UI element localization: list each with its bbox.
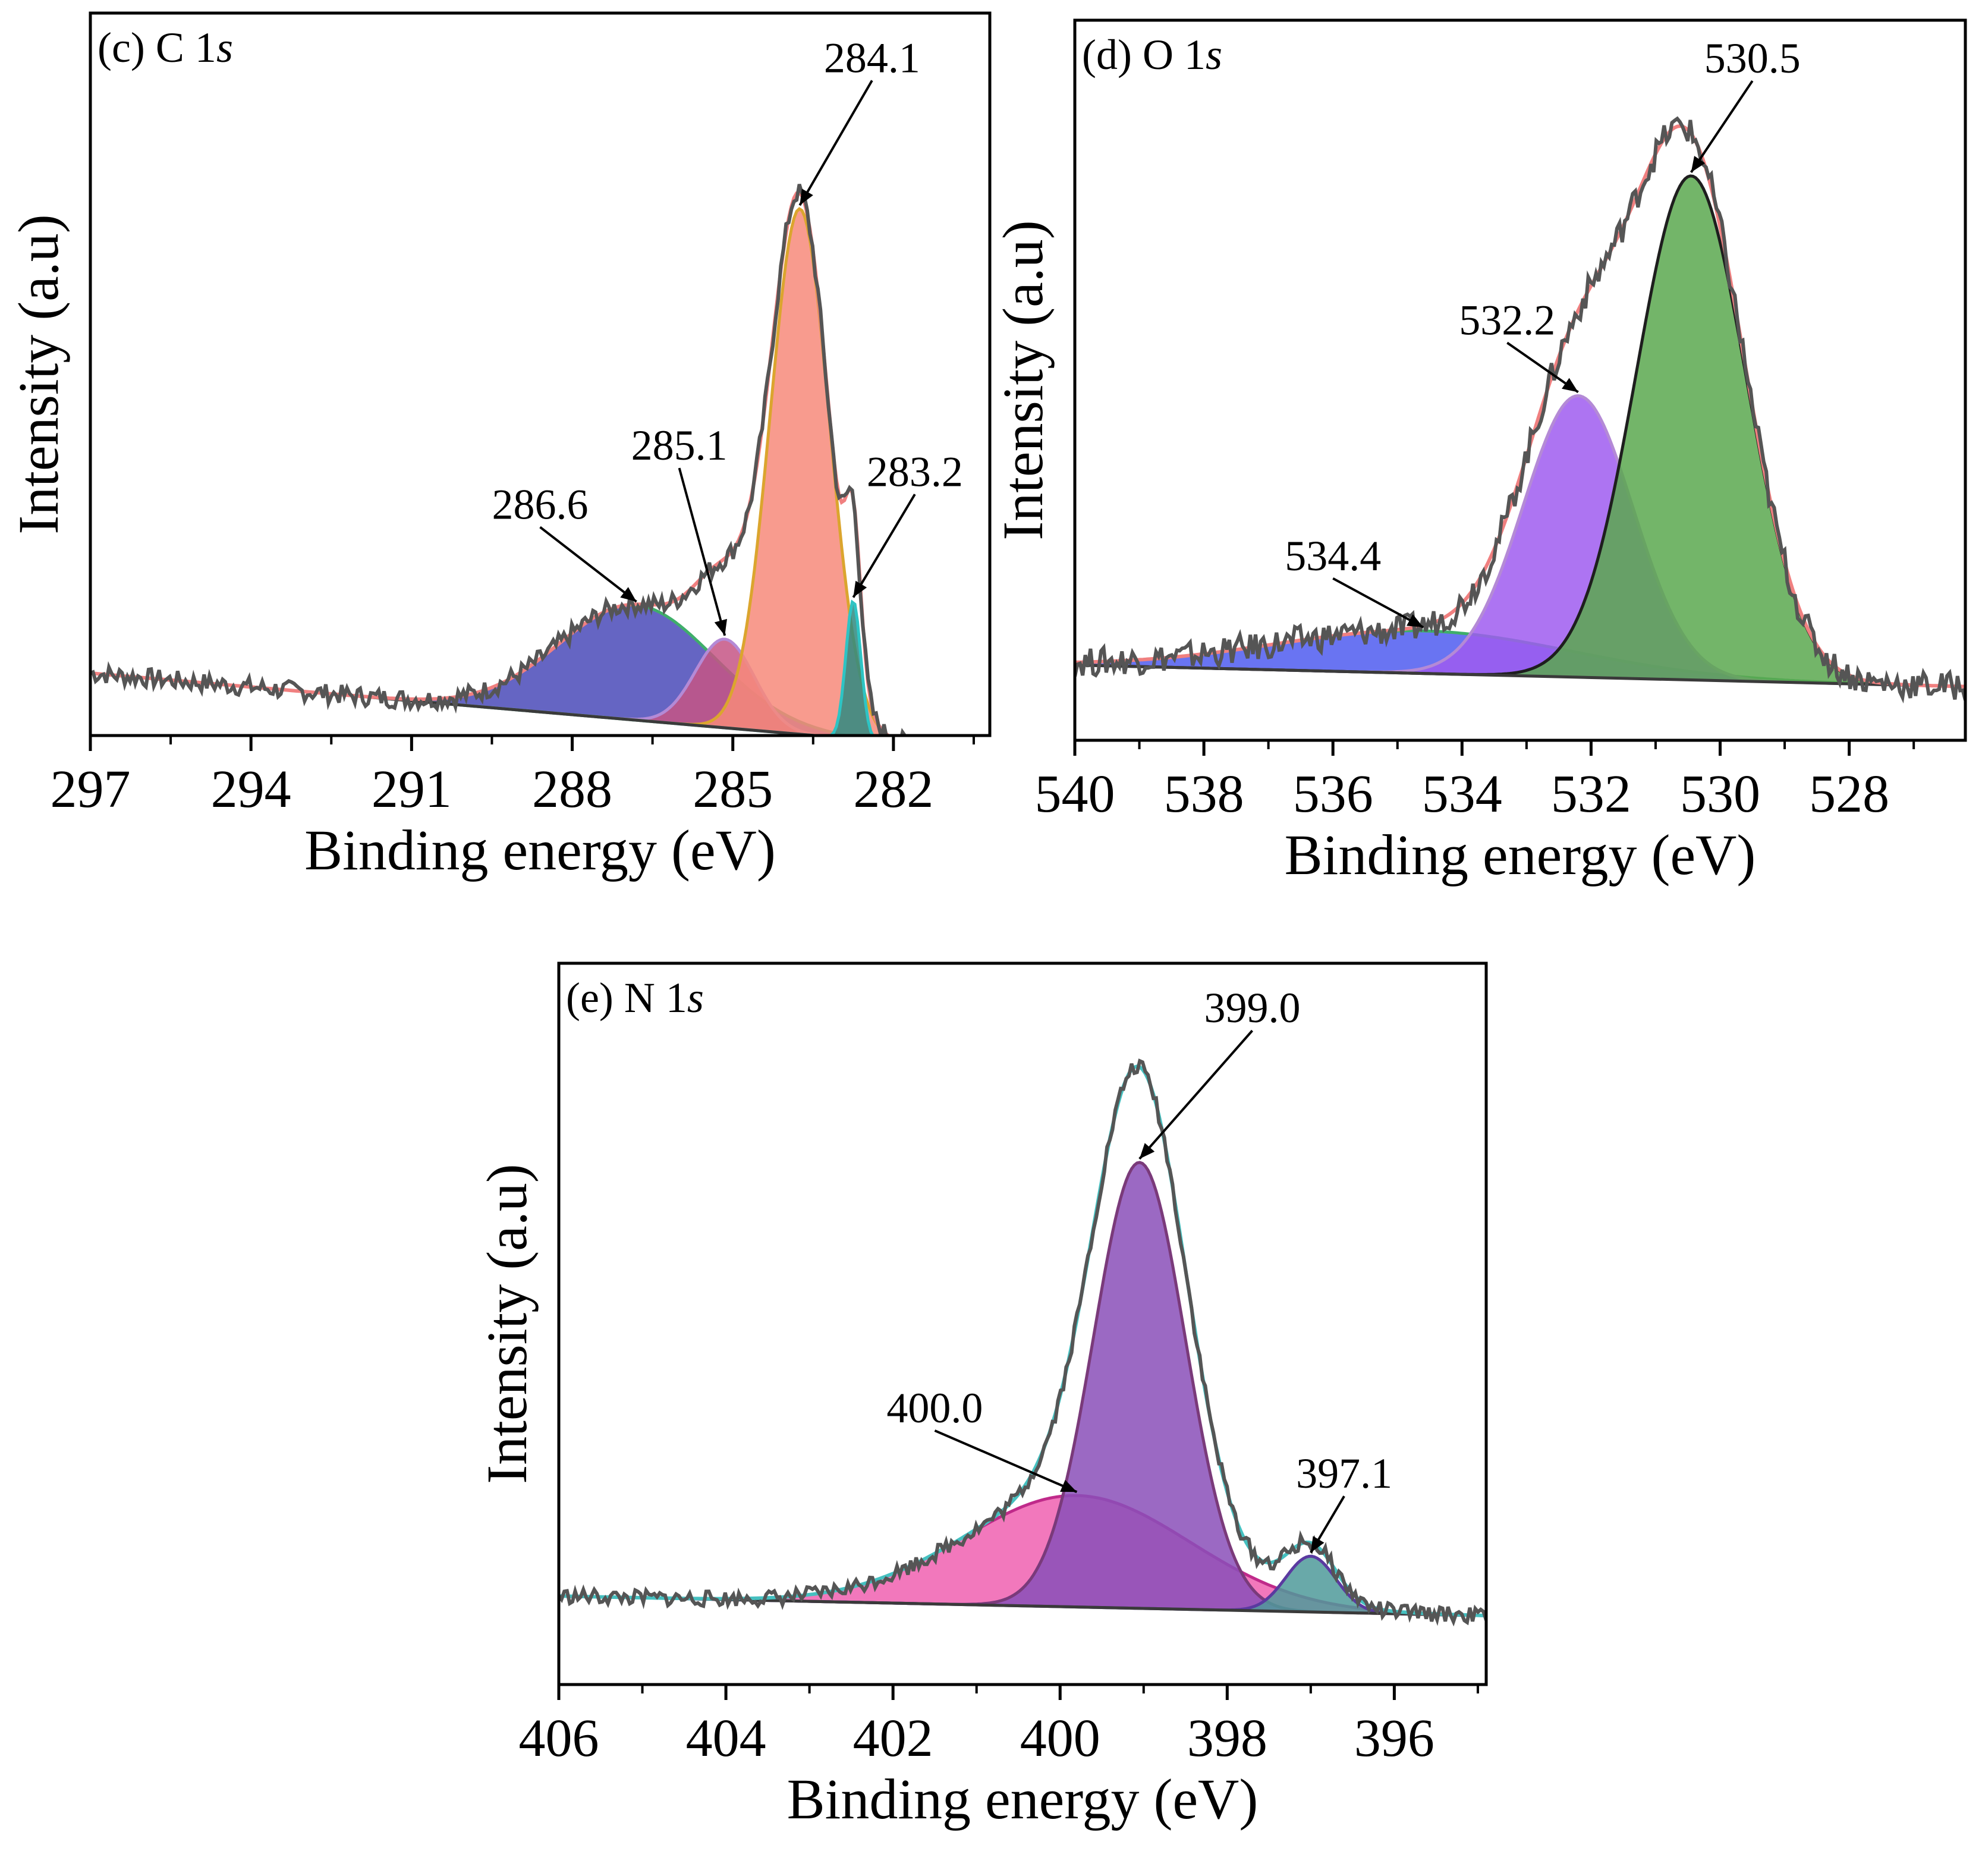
x-axis-title: Binding energy (eV) [304,818,776,882]
peak-arrow-line [539,526,637,603]
panel-label: (c) C 1s [97,24,233,71]
x-tick-label: 294 [211,760,291,819]
raw-spectrum [90,184,907,736]
peak-fill-397.1 [559,1556,1486,1616]
peak-arrow-line [1332,577,1424,629]
x-tick-label: 530 [1680,765,1760,824]
x-tick-label: 534 [1422,765,1502,824]
peak-label-283.2: 283.2 [867,448,963,495]
x-tick-label: 396 [1354,1709,1434,1768]
x-tick-label: 538 [1164,765,1244,824]
x-tick-label: 291 [372,760,452,819]
x-axis-title: Binding energy (eV) [1285,823,1756,887]
peak-arrow-head [1407,614,1424,628]
y-axis-title: Intensity (a.u) [991,220,1055,541]
x-tick-label: 532 [1551,765,1631,824]
x-tick-label: 282 [853,760,933,819]
peak-arrow-line [1138,1029,1253,1160]
x-tick-label: 528 [1809,765,1889,824]
peak-arrow-head [1139,1143,1155,1159]
peak-fill-532.2 [1075,395,1965,687]
peak-label-399.0: 399.0 [1204,984,1300,1032]
peak-label-284.1: 284.1 [824,34,920,81]
plot-frame [557,961,1488,1686]
peak-arrow-head [800,188,813,206]
x-tick-label: 297 [51,760,131,819]
background-line [1075,663,1965,689]
raw-spectrum [559,1058,1486,1627]
peak-label-286.6: 286.6 [492,481,589,529]
plot-area [1075,116,1965,704]
peak-arrow-head [714,618,728,636]
plot-area [559,1058,1486,1627]
peak-arrow-line [678,467,726,636]
x-tick-label: 398 [1187,1709,1267,1768]
peak-arrow-head [1310,1536,1325,1553]
panel-label-prefix: (c) C 1 [97,24,216,71]
panel-label-prefix: (d) O 1 [1082,31,1206,78]
panel-e-n1s: 406 404 402 400 398 396 Binding energy (eV) Int… [475,961,1488,1831]
x-tick-label: 406 [519,1709,599,1768]
x-tick-label: 402 [853,1709,933,1768]
plot-frame [1073,18,1967,742]
plot-area [90,184,907,736]
peak-fill-284.1 [90,209,888,736]
y-axis-title: Intensity (a.u) [475,1164,539,1484]
peak-label-285.1: 285.1 [631,422,728,469]
panel-label: (e) N 1s [566,974,704,1022]
peak-fill-286.6 [90,605,848,736]
peak-fill-400.0 [559,1495,1486,1616]
peak-arrow-head [620,587,637,602]
panel-c-c1s: 297 294 291 288 285 282 Binding energy (eV) Int… [7,11,992,882]
peak-label-397.1: 397.1 [1296,1450,1392,1497]
peak-label-532.2: 532.2 [1459,296,1555,344]
x-tick-label: 540 [1035,765,1115,824]
x-tick-label: 288 [532,760,612,819]
peak-arrow-head [853,580,867,598]
panel-d-o1s: 540 538 536 534 532 530 528 Binding energy (eV)… [991,18,1967,887]
peak-fill-530.5 [1075,175,1965,687]
peak-arrow-line [852,494,916,598]
x-tick-label: 536 [1293,765,1373,824]
peak-arrow-head [1562,378,1578,392]
x-axis-title: Binding energy (eV) [787,1767,1259,1831]
raw-spectrum [1075,116,1965,704]
x-tick-label: 404 [686,1709,766,1768]
y-axis-title: Intensity (a.u) [7,214,70,535]
panel-label-suffix: s [687,974,704,1022]
panel-label: (d) O 1s [1082,31,1222,78]
peak-arrow-head [1060,1479,1077,1492]
peak-arrow-line [1690,80,1754,173]
panel-label-suffix: s [216,24,233,71]
peak-arrow-line [798,80,873,206]
panel-label-prefix: (e) N 1 [566,974,687,1022]
peak-label-534.4: 534.4 [1285,532,1381,580]
peak-label-530.5: 530.5 [1704,34,1801,82]
x-tick-label: 400 [1020,1709,1100,1768]
peak-label-400.0: 400.0 [886,1384,983,1432]
plot-frame [89,11,992,737]
x-tick-label: 285 [693,760,773,819]
peak-arrow-line [934,1429,1078,1493]
panel-label-suffix: s [1206,31,1222,78]
peak-arrow-head [1691,156,1706,172]
